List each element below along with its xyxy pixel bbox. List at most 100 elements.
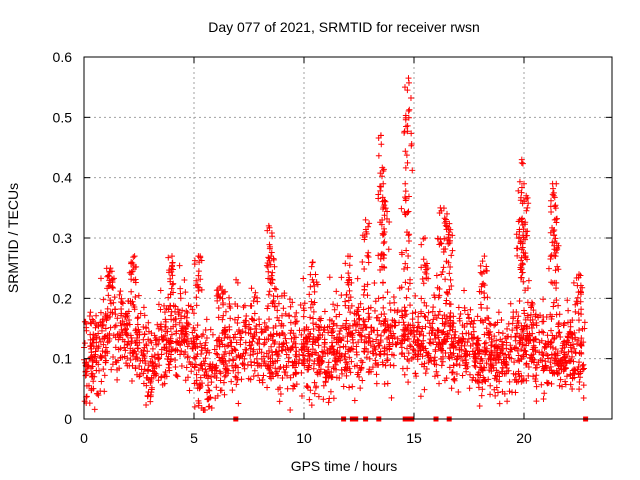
data-point <box>247 345 254 352</box>
data-point <box>204 389 211 396</box>
data-point <box>378 332 385 339</box>
data-point <box>580 361 587 368</box>
data-point <box>477 356 484 363</box>
data-point <box>512 344 519 351</box>
data-point <box>251 293 258 300</box>
data-point <box>439 268 446 275</box>
data-point <box>131 348 138 355</box>
data-point <box>502 351 509 358</box>
data-point <box>495 309 502 316</box>
data-point <box>118 305 125 312</box>
data-point <box>311 358 318 365</box>
data-point <box>165 254 172 261</box>
data-point <box>463 348 470 355</box>
data-point <box>221 343 228 350</box>
data-point <box>291 334 298 341</box>
data-point <box>263 262 270 269</box>
data-point <box>281 369 288 376</box>
data-point <box>390 362 397 369</box>
data-point <box>186 358 193 365</box>
data-point <box>209 367 216 374</box>
data-point <box>279 330 286 337</box>
data-point <box>256 316 263 323</box>
data-point <box>279 375 286 381</box>
data-point <box>293 353 300 360</box>
data-point <box>175 340 182 347</box>
data-point <box>381 202 388 209</box>
data-point <box>361 339 368 346</box>
data-point <box>203 349 210 356</box>
data-point <box>380 180 387 187</box>
data-point <box>247 376 254 383</box>
data-point <box>446 220 453 227</box>
data-point <box>542 340 549 347</box>
data-point <box>405 75 412 82</box>
data-point <box>551 231 558 238</box>
data-point <box>498 316 505 323</box>
data-point <box>405 232 412 239</box>
data-point <box>553 356 560 363</box>
data-point <box>97 275 104 282</box>
data-point <box>304 338 311 345</box>
data-point <box>208 379 215 386</box>
data-point <box>343 359 350 366</box>
data-point <box>401 129 408 136</box>
data-point <box>520 376 527 383</box>
data-point <box>92 351 99 358</box>
data-point <box>437 204 444 211</box>
data-point <box>491 386 498 393</box>
data-point <box>145 362 152 369</box>
data-point <box>102 325 109 332</box>
data-point <box>349 383 356 390</box>
x-tick-label: 0 <box>80 430 88 446</box>
data-point <box>577 298 584 305</box>
data-point <box>341 366 348 373</box>
data-point <box>421 360 428 367</box>
data-point <box>233 353 240 360</box>
data-point <box>197 340 204 347</box>
data-point <box>532 364 539 371</box>
data-point <box>305 348 312 355</box>
data-point <box>529 354 536 361</box>
data-point <box>444 237 451 244</box>
data-point <box>400 319 407 326</box>
data-point <box>450 313 457 320</box>
data-point <box>129 338 136 345</box>
data-point <box>233 381 240 388</box>
data-point <box>167 303 174 310</box>
data-point <box>424 265 431 272</box>
data-point <box>233 276 240 283</box>
data-point <box>373 380 380 387</box>
data-point <box>195 402 202 409</box>
data-point <box>151 354 158 361</box>
data-point <box>353 311 360 318</box>
data-point <box>380 166 387 173</box>
data-point <box>398 284 405 291</box>
data-point <box>273 286 280 293</box>
data-point <box>581 319 588 326</box>
data-point <box>412 351 419 358</box>
data-point <box>83 393 90 400</box>
data-point <box>405 193 412 200</box>
data-point <box>464 311 471 318</box>
points-layer <box>81 75 588 413</box>
data-point <box>448 385 455 392</box>
data-point <box>211 370 218 377</box>
data-point <box>256 346 263 353</box>
data-point <box>431 332 438 339</box>
data-point <box>488 342 495 349</box>
data-point <box>364 281 371 288</box>
data-point <box>533 319 540 326</box>
data-point <box>255 372 262 379</box>
data-point <box>561 365 568 372</box>
data-point <box>398 308 405 315</box>
data-point <box>565 348 572 355</box>
data-point <box>332 361 339 368</box>
data-point <box>338 325 345 332</box>
data-point <box>439 347 446 354</box>
data-point <box>528 325 535 332</box>
data-point <box>117 345 124 352</box>
data-point <box>511 376 518 383</box>
data-point <box>117 320 124 327</box>
data-point <box>193 332 200 339</box>
